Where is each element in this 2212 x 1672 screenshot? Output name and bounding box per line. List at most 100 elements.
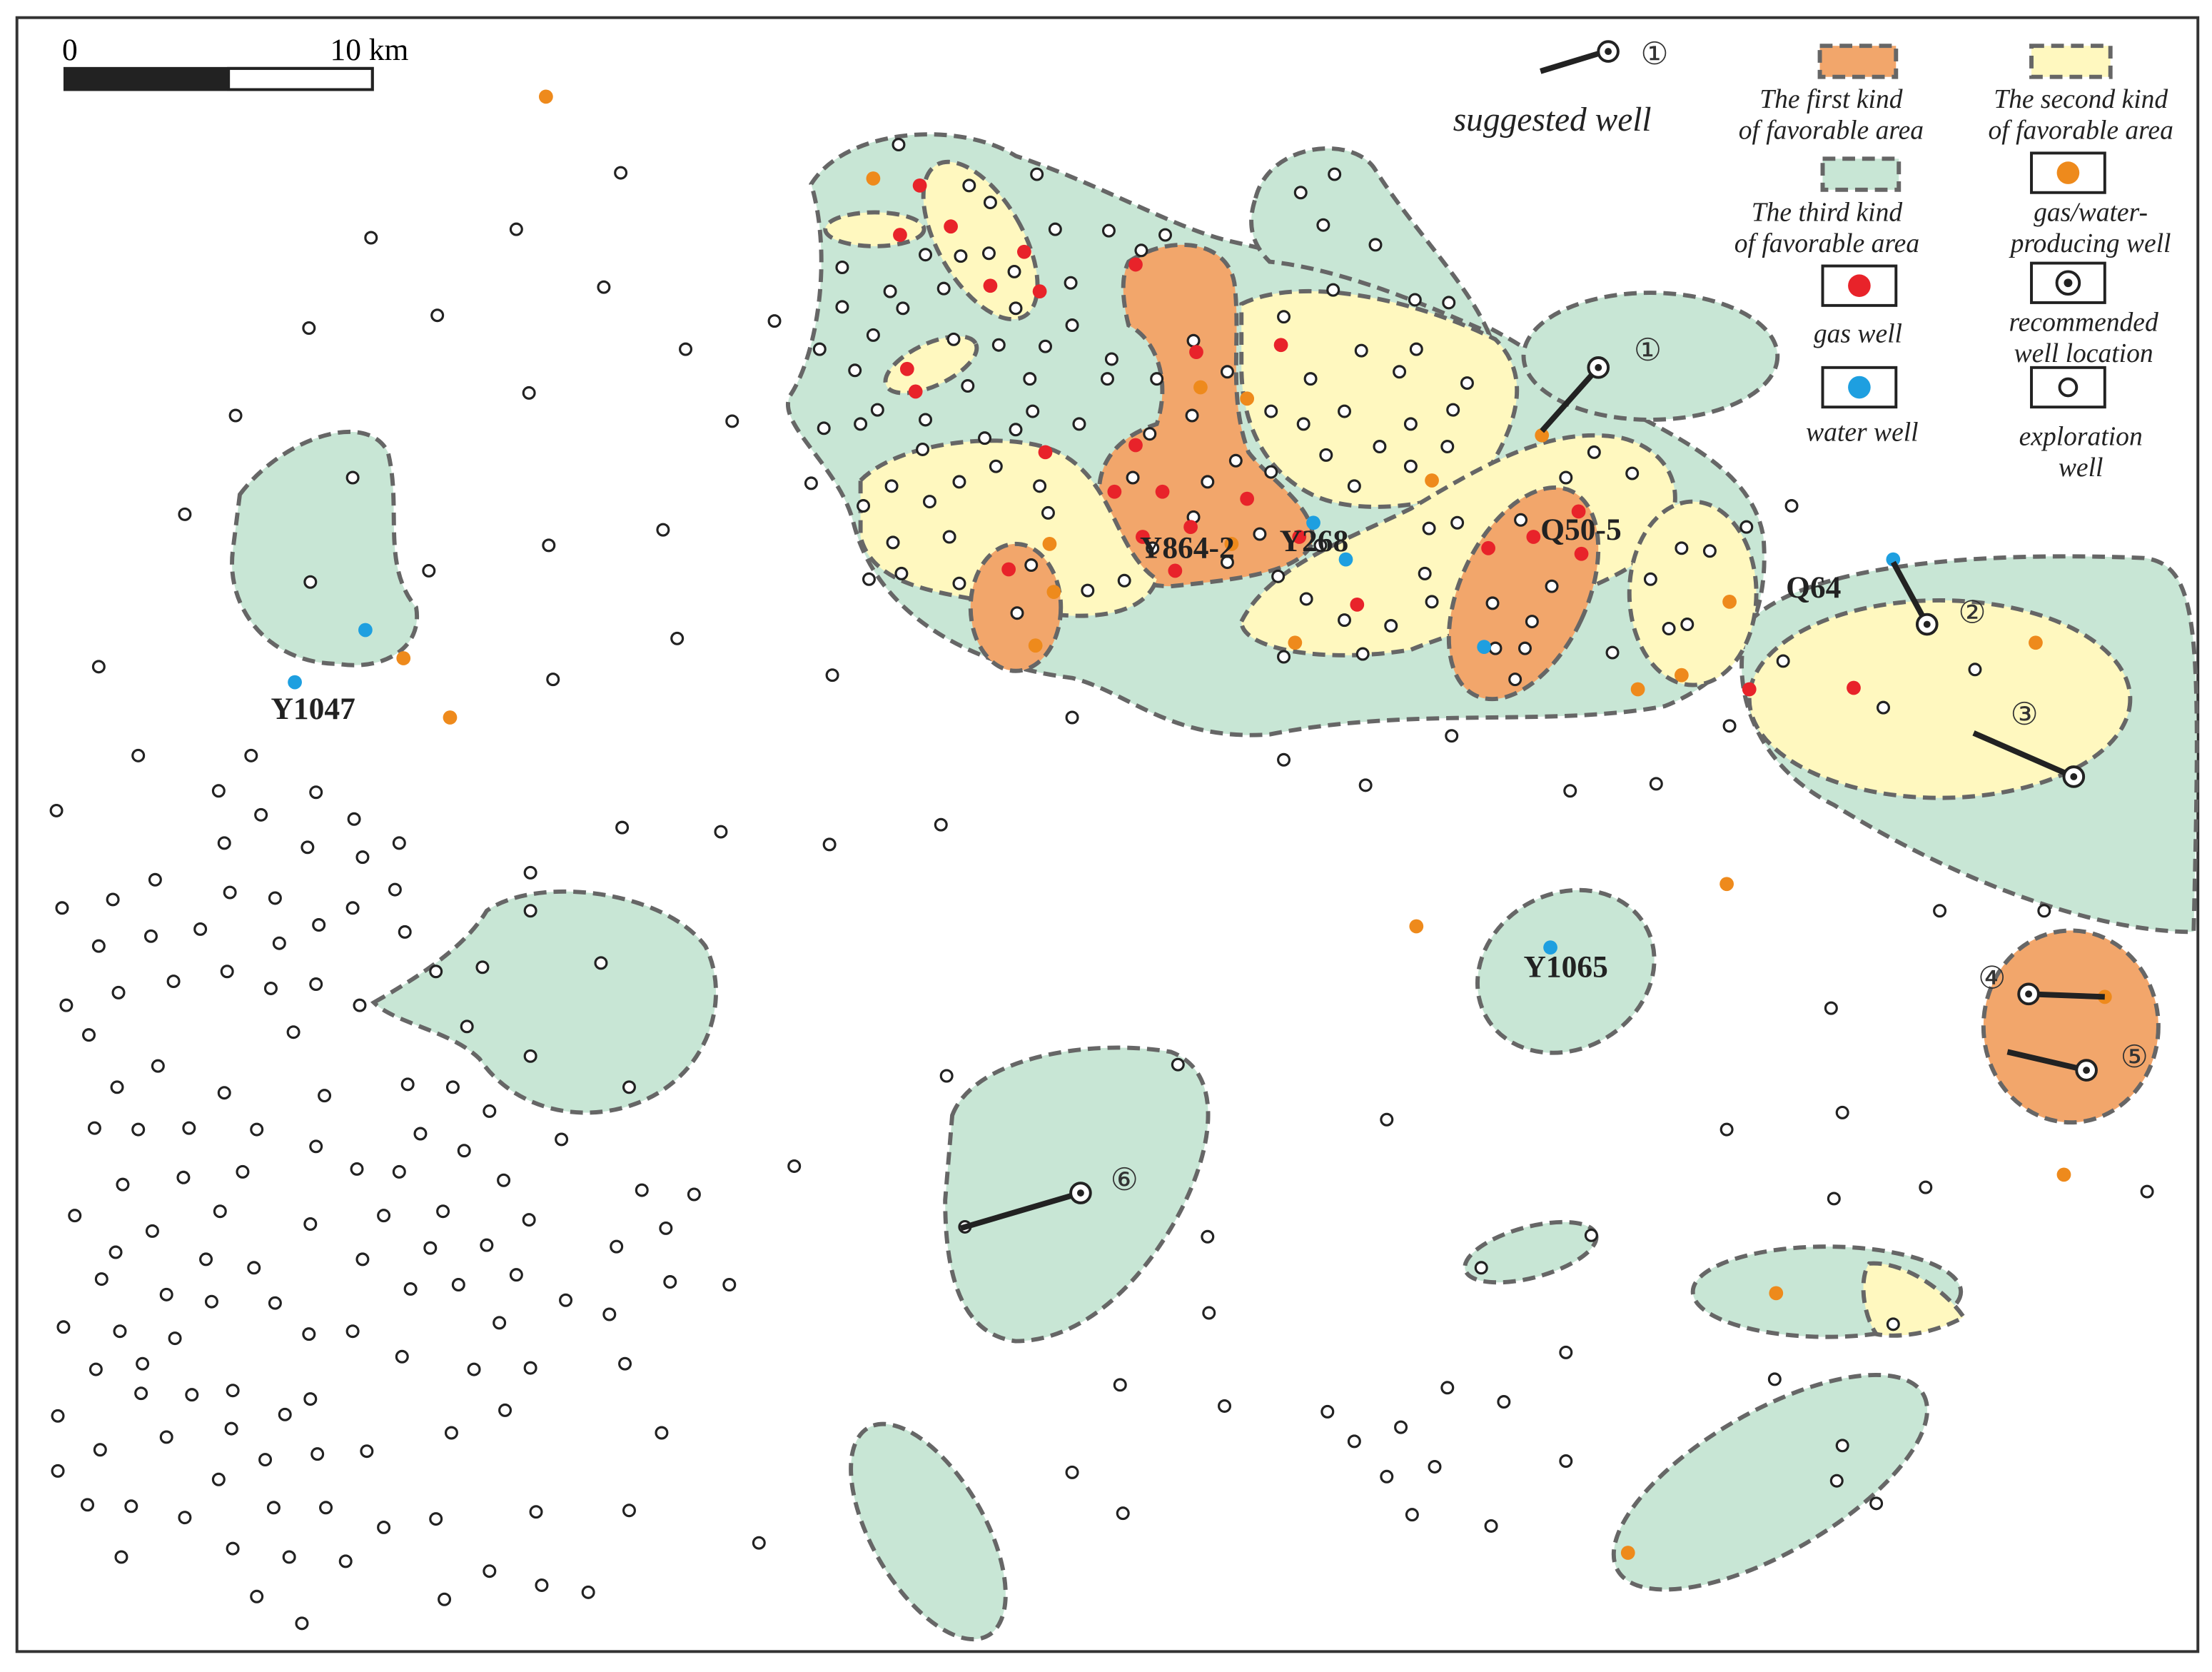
exploration-well xyxy=(483,1564,497,1578)
exploration-well xyxy=(91,660,106,674)
legend-symbol xyxy=(2058,377,2079,398)
exploration-well xyxy=(87,1121,101,1135)
legend-symbol xyxy=(1848,274,1871,298)
gas-water-producing-well xyxy=(1722,595,1737,609)
exploration-well xyxy=(124,1499,138,1514)
exploration-well xyxy=(302,1327,316,1341)
exploration-well xyxy=(1488,641,1503,655)
exploration-well xyxy=(268,891,282,905)
suggested-well-number: ⑥ xyxy=(1111,1163,1138,1197)
legend-label: gas/water- xyxy=(2034,198,2148,227)
exploration-well xyxy=(952,576,966,590)
gas-water-producing-well xyxy=(1240,391,1255,406)
exploration-well xyxy=(1134,243,1148,258)
exploration-well xyxy=(614,166,628,180)
exploration-well xyxy=(429,1512,443,1526)
exploration-well xyxy=(89,1362,103,1376)
exploration-well xyxy=(679,342,693,356)
exploration-well xyxy=(1303,372,1318,386)
exploration-well xyxy=(364,231,378,245)
exploration-well xyxy=(1440,1381,1455,1395)
exploration-well xyxy=(1024,558,1039,573)
gas-well xyxy=(1240,491,1255,506)
exploration-well xyxy=(355,1252,370,1266)
suggested-well-number: ⑤ xyxy=(2121,1040,2148,1074)
exploration-well xyxy=(131,748,146,762)
exploration-well xyxy=(1355,647,1370,661)
exploration-well xyxy=(309,977,323,992)
exploration-well xyxy=(347,812,361,826)
exploration-well xyxy=(258,1453,273,1467)
exploration-well xyxy=(529,1505,543,1519)
gas-water-producing-well xyxy=(1042,537,1057,551)
exploration-well xyxy=(236,1164,250,1179)
gas-well xyxy=(899,361,914,376)
exploration-well xyxy=(894,566,909,580)
exploration-well xyxy=(1201,1229,1215,1244)
exploration-well xyxy=(395,1349,409,1364)
exploration-well xyxy=(919,413,933,427)
exploration-well xyxy=(159,1430,173,1444)
exploration-well xyxy=(110,1080,124,1094)
exploration-well xyxy=(51,1409,65,1423)
recommended-well-center xyxy=(1923,620,1931,628)
gas-well xyxy=(1574,546,1589,561)
exploration-well xyxy=(220,965,234,979)
gas-well xyxy=(912,178,927,193)
exploration-well xyxy=(68,1209,82,1223)
exploration-well xyxy=(1559,1454,1573,1469)
exploration-well xyxy=(1824,1001,1838,1015)
exploration-well xyxy=(400,1077,415,1092)
exploration-well xyxy=(460,1019,474,1034)
exploration-well xyxy=(1474,1261,1488,1275)
exploration-well xyxy=(268,1296,282,1310)
exploration-well xyxy=(610,1239,624,1254)
legend-label: recommended xyxy=(2009,308,2158,337)
exploration-well xyxy=(151,1059,165,1073)
legend-symbol xyxy=(2064,278,2073,288)
exploration-well xyxy=(345,1324,360,1339)
exploration-well xyxy=(1228,453,1243,468)
exploration-well xyxy=(1026,404,1040,418)
exploration-well xyxy=(1643,572,1657,586)
exploration-well xyxy=(1030,167,1044,181)
exploration-well xyxy=(978,431,992,445)
exploration-well xyxy=(1776,654,1790,668)
exploration-well xyxy=(1009,301,1023,316)
exploration-well xyxy=(345,470,360,485)
exploration-well xyxy=(282,1550,296,1564)
recommended-well-center xyxy=(2070,773,2078,780)
exploration-well xyxy=(467,1362,481,1376)
exploration-well xyxy=(56,1320,71,1334)
exploration-well xyxy=(1101,223,1116,238)
suggested-well-line xyxy=(2028,991,2105,1000)
gas-well xyxy=(1847,680,1861,695)
exploration-well xyxy=(946,332,961,346)
legend-symbol xyxy=(1848,376,1871,399)
gas-water-producing-well xyxy=(2029,635,2043,650)
gas-well xyxy=(1107,484,1122,499)
suggested-well-line xyxy=(1540,366,1601,433)
gas-well xyxy=(1032,284,1047,298)
exploration-well xyxy=(1368,238,1383,252)
exploration-well xyxy=(226,1384,240,1398)
exploration-well xyxy=(217,836,231,850)
exploration-well xyxy=(896,301,910,316)
legend-label: The first kind xyxy=(1759,85,1902,114)
exploration-well xyxy=(848,363,862,378)
exploration-well xyxy=(615,820,630,835)
exploration-well xyxy=(1186,333,1201,348)
exploration-well xyxy=(1508,673,1522,687)
exploration-well xyxy=(594,956,608,970)
exploration-well xyxy=(981,246,996,261)
exploration-well xyxy=(535,1578,549,1592)
exploration-well xyxy=(687,1187,701,1202)
exploration-well xyxy=(278,1407,292,1421)
exploration-well xyxy=(523,1049,537,1063)
exploration-well xyxy=(509,222,523,236)
exploration-well xyxy=(1296,417,1310,431)
exploration-well xyxy=(1264,465,1278,479)
exploration-well xyxy=(886,535,900,550)
